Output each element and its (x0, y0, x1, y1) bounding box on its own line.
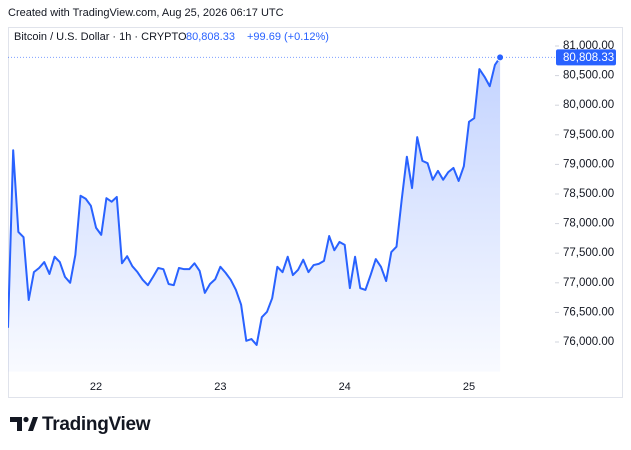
price-badge-label: 80,808.33 (563, 52, 614, 64)
x-tick-label: 25 (463, 381, 475, 393)
y-tick-label: 79,500.00 (563, 129, 614, 141)
plot-area (8, 56, 501, 372)
y-tick-label: 78,500.00 (563, 188, 614, 200)
axes: 76,000.00 76,500.00 77,000.00 77,500.00 78,0… (8, 40, 616, 393)
legend-change: +99.69 (+0.12%) (247, 31, 329, 43)
price-badge (556, 49, 616, 66)
x-tick-label: 24 (339, 381, 351, 393)
logo-icon (10, 417, 22, 431)
caption: Created with TradingView.com, Aug 25, 20… (8, 7, 284, 19)
area-fill (8, 57, 501, 372)
x-tick-label: 23 (214, 381, 226, 393)
price-line (8, 56, 501, 346)
logo-icon (23, 416, 29, 423)
last-point (496, 53, 505, 62)
brand-name: TradingView (42, 414, 151, 435)
y-tick-label: 78,000.00 (563, 218, 614, 230)
brand-logo: TradingView (10, 414, 151, 435)
legend-price: 80,808.33 (186, 31, 235, 43)
y-tick-label: 81,000.00 (563, 40, 614, 52)
y-tick-label: 76,500.00 (563, 306, 614, 318)
x-tick-label: 22 (90, 381, 102, 393)
y-tick-label: 76,000.00 (563, 336, 614, 348)
y-tick-label: 77,500.00 (563, 247, 614, 259)
logo-icon (28, 417, 38, 431)
y-tick-label: 77,000.00 (563, 277, 614, 289)
y-tick-label: 80,000.00 (563, 99, 614, 111)
y-tick-label: 79,000.00 (563, 158, 614, 170)
symbol-legend: Bitcoin / U.S. Dollar · 1h · CRYPTO (14, 31, 187, 43)
chart-frame (8, 27, 623, 398)
y-tick-label: 80,500.00 (563, 70, 614, 82)
